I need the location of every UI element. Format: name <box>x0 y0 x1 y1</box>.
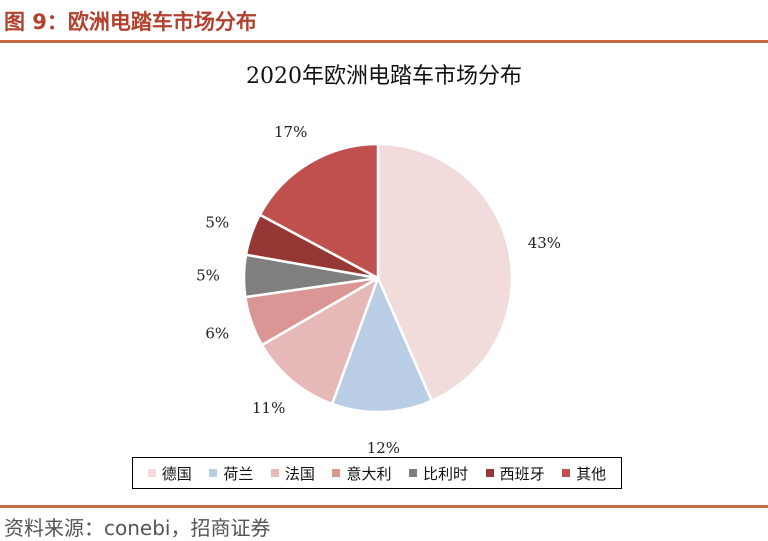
legend-item-4: 意大利 <box>332 463 391 484</box>
slice-label-2: 12% <box>367 439 400 457</box>
slice-label-6: 5% <box>205 213 229 231</box>
legend-item-2: 荷兰 <box>209 463 253 484</box>
pie-slice-7 <box>258 142 380 281</box>
legend-label-1: 德国 <box>161 464 192 483</box>
footer-divider <box>0 505 768 508</box>
pie-slice-1 <box>376 142 514 403</box>
legend-swatch-4 <box>332 469 341 477</box>
legend-label-5: 比利时 <box>423 464 469 483</box>
legend-item-3: 法国 <box>270 463 315 484</box>
legend-swatch-3 <box>270 469 279 477</box>
legend-item-6: 西班牙 <box>485 463 545 484</box>
slice-label-1: 43% <box>528 234 561 252</box>
slice-label-5: 5% <box>196 266 220 284</box>
pie-slice-2 <box>330 274 434 414</box>
source-note: 资料来源：conebi，招商证券 <box>4 516 271 540</box>
slice-label-7: 17% <box>274 123 307 141</box>
slice-label-4: 6% <box>205 325 229 343</box>
legend-swatch-7 <box>562 469 571 477</box>
legend-item-7: 其他 <box>562 463 606 484</box>
legend-item-5: 比利时 <box>409 463 468 484</box>
legend-swatch-6 <box>485 469 494 477</box>
pie-slice-3 <box>260 275 381 406</box>
legend-label-4: 意大利 <box>346 464 392 483</box>
legend-swatch-1 <box>147 469 156 477</box>
legend-label-3: 法国 <box>284 464 315 483</box>
legend-item-1: 德国 <box>147 463 192 484</box>
header-divider <box>0 40 768 43</box>
figure-title: 图 9：欧洲电踏车市场分布 <box>4 10 257 34</box>
slice-label-3: 11% <box>252 399 285 417</box>
legend-label-7: 其他 <box>576 464 607 483</box>
chart-title: 2020年欧洲电踏车市场分布 <box>246 64 522 89</box>
legend-label-2: 荷兰 <box>223 464 254 483</box>
legend-label-6: 西班牙 <box>499 464 545 483</box>
legend-swatch-2 <box>209 469 218 477</box>
legend-swatch-5 <box>409 469 418 477</box>
chart-legend: 德国 荷兰 法国 意大利 比利时 西班牙 其他 <box>132 457 622 489</box>
